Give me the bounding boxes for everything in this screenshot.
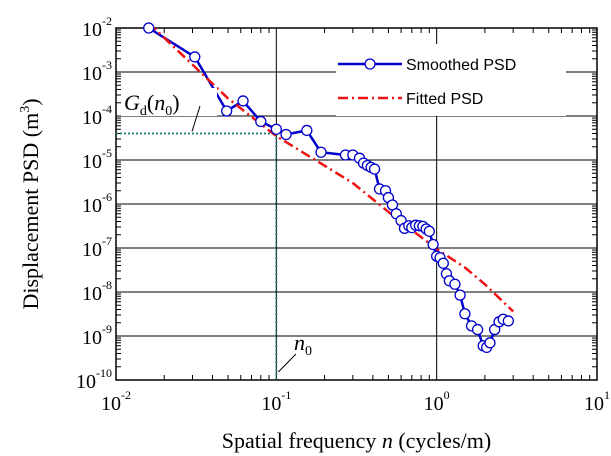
y-tick-label-8: 10-8	[82, 278, 112, 305]
smoothed-psd-point	[280, 128, 292, 141]
n0-leader-line	[277, 353, 297, 373]
y-tick-label-6: 10-6	[82, 190, 112, 217]
plot-frame	[115, 27, 598, 381]
gd-arg: n	[154, 90, 165, 115]
gd-label: Gd(n0)	[124, 90, 180, 119]
gd-var: G	[124, 90, 140, 115]
gd-argsub: 0	[165, 104, 172, 119]
smoothed-psd-point	[221, 105, 233, 117]
legend-marker-smoothed-psd	[364, 58, 376, 70]
smoothed-psd-point	[484, 337, 496, 349]
legend: Smoothed PSD Fitted PSD	[336, 44, 566, 116]
smoothed-psd-point	[437, 257, 449, 269]
n0-sub: 0	[305, 344, 312, 359]
y-tick-label-5: 10-5	[82, 146, 112, 173]
y-tick-label-3: 10-3	[82, 58, 112, 85]
y-tick-label-4: 10-4	[82, 102, 112, 129]
legend-label-smoothed-psd: Smoothed PSD	[406, 57, 516, 74]
legend-background	[336, 44, 566, 116]
smoothed-psd-point	[423, 225, 435, 237]
smoothed-psd-point	[315, 146, 327, 158]
n0-label: n0	[294, 330, 312, 359]
reference-lines	[116, 132, 278, 380]
x-axis-label-var: n	[382, 428, 393, 453]
smoothed-psd-point	[471, 323, 484, 336]
smoothed-psd-point	[143, 22, 155, 34]
y-axis-label-text: Displacement PSD (m	[18, 113, 43, 310]
x-tick-label-1: 10-1	[261, 388, 291, 415]
y-tick-label-2: 10-2	[82, 14, 112, 41]
y-axis-label-sup: 3	[18, 106, 33, 113]
smoothed-psd-point	[459, 308, 471, 320]
smoothed-psd-point	[368, 163, 381, 175]
smoothed-psd-point	[454, 289, 466, 301]
smoothed-psd-point	[427, 238, 439, 251]
smoothed-psd-point	[301, 124, 313, 137]
y-tick-label-9: 10-9	[82, 322, 112, 349]
legend-label-fitted-psd: Fitted PSD	[406, 91, 483, 108]
x-tick-labels: 10-2 10-1 100 101	[101, 388, 610, 415]
y-tick-label-10: 10-10	[76, 366, 112, 393]
y-tick-label-7: 10-7	[82, 234, 112, 261]
x-axis-label: Spatial frequency n (cycles/m)	[222, 428, 491, 453]
x-tick-label-0: 100	[424, 388, 450, 415]
smoothed-psd-point	[255, 115, 267, 128]
smoothed-psd-point	[502, 315, 515, 327]
smoothed-psd-point	[189, 51, 201, 63]
gd-leader-line	[191, 105, 201, 132]
x-axis-label-prefix: Spatial frequency	[222, 428, 382, 453]
gd-open: (	[147, 90, 154, 115]
x-tick-label-2: 10-2	[101, 388, 131, 415]
smoothed-psd-point	[237, 95, 249, 107]
gd-label-background	[121, 88, 217, 116]
n0-var: n	[294, 330, 305, 355]
annotation-n0: n0	[277, 330, 312, 373]
annotation-gd-n0: Gd(n0)	[121, 88, 217, 132]
y-axis-label: Displacement PSD (m3)	[18, 98, 43, 309]
gd-sub: d	[140, 104, 147, 119]
x-axis-label-suffix: (cycles/m)	[393, 428, 491, 453]
y-axis-label-close: )	[18, 98, 43, 105]
series	[143, 22, 515, 354]
minor-ticks	[116, 28, 597, 380]
y-tick-labels: 10-2 10-3 10-4 10-5 10-6 10-7 10-8 10-9 10-10	[76, 14, 112, 393]
x-tick-label-1: 101	[584, 388, 610, 415]
smoothed-psd-point	[270, 123, 282, 135]
smoothed-psd-point	[449, 278, 461, 290]
gd-close: )	[172, 90, 179, 115]
